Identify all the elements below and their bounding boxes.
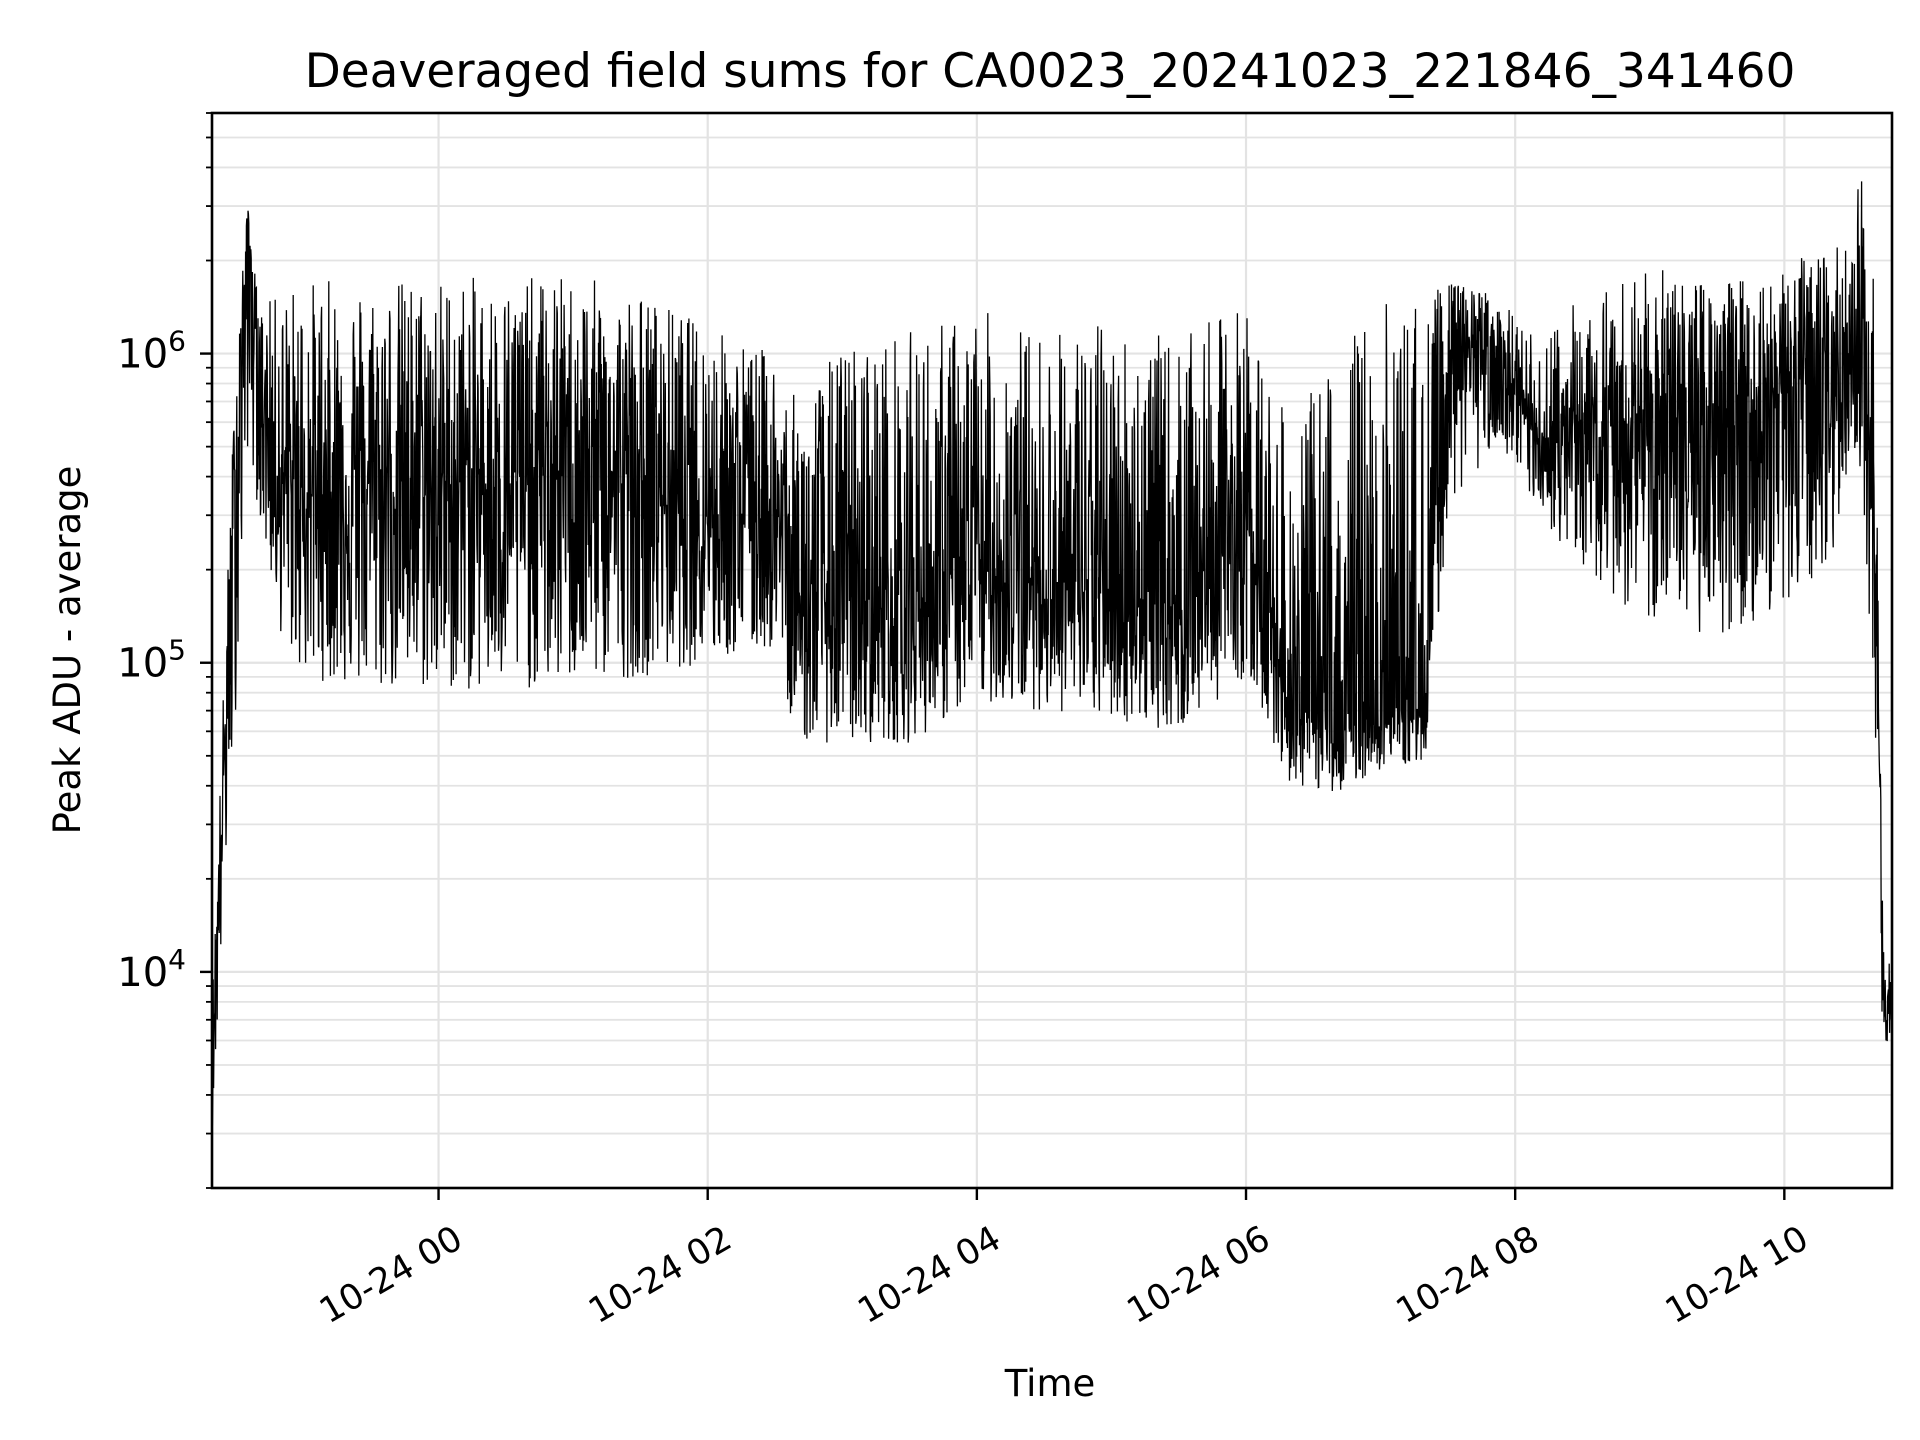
series (211, 181, 1893, 1126)
chart-title: Deaveraged field sums for CA0023_2024102… (305, 44, 1796, 99)
series-line (211, 181, 1893, 1126)
plot-frame (210, 111, 1894, 1190)
y-axis-label: Peak ADU - average (46, 466, 89, 835)
x-axis-label: Time (1004, 1362, 1096, 1405)
y-tick-label: 106 (117, 325, 186, 378)
y-tick-label: 105 (117, 634, 186, 687)
y-axis-ticks: 104 105 106 (117, 112, 212, 1189)
y-tick-label: 104 (117, 943, 186, 996)
